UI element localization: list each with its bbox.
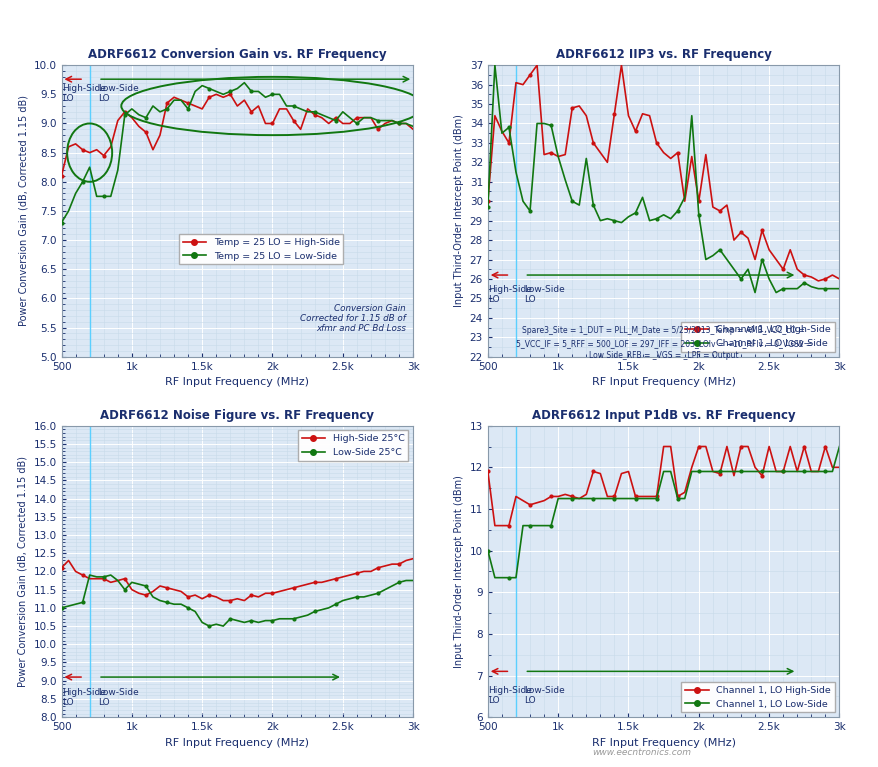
Y-axis label: Input Third-Order Intercept Point (dBm): Input Third-Order Intercept Point (dBm) <box>454 475 464 668</box>
Legend: Channel 1, LO High-Side, Channel 1, LO Low-Side: Channel 1, LO High-Side, Channel 1, LO L… <box>680 321 834 352</box>
Text: Conversion Gain
Corrected for 1.15 dB of
xfmr and PC Bd Loss: Conversion Gain Corrected for 1.15 dB of… <box>300 304 406 334</box>
X-axis label: RF Input Frequency (MHz): RF Input Frequency (MHz) <box>165 377 309 387</box>
Text: High-Side
LO: High-Side LO <box>62 688 106 707</box>
Title: ADRF6612 Conversion Gain vs. RF Frequency: ADRF6612 Conversion Gain vs. RF Frequenc… <box>88 48 386 61</box>
X-axis label: RF Input Frequency (MHz): RF Input Frequency (MHz) <box>591 377 735 387</box>
Y-axis label: Power Conversion Gain (dB, Corrected 1.15 dB): Power Conversion Gain (dB, Corrected 1.1… <box>18 456 28 687</box>
Y-axis label: Input Third-Order Intercept Point (dBm): Input Third-Order Intercept Point (dBm) <box>454 114 464 308</box>
Text: High-Side
LO: High-Side LO <box>62 84 106 104</box>
Y-axis label: Power Conversion Gain (dB, Corrected 1.15 dB): Power Conversion Gain (dB, Corrected 1.1… <box>18 95 28 327</box>
Legend: Channel 1, LO High-Side, Channel 1, LO Low-Side: Channel 1, LO High-Side, Channel 1, LO L… <box>680 682 834 713</box>
Text: Low-Side
LO: Low-Side LO <box>524 285 565 304</box>
Text: Low-Side
LO: Low-Side LO <box>98 84 139 104</box>
Text: High-Side
LO: High-Side LO <box>488 686 532 706</box>
Legend: Temp = 25 LO = High-Side, Temp = 25 LO = Low-Side: Temp = 25 LO = High-Side, Temp = 25 LO =… <box>178 234 343 265</box>
Legend: High-Side 25°C, Low-Side 25°C: High-Side 25°C, Low-Side 25°C <box>298 430 408 461</box>
Text: Spare3_Site = 1_DUT = PLL_M_Date = 5/23/2013_Temp = AMB_VCC_LO =
5_VCC_IF = 5_RF: Spare3_Site = 1_DUT = PLL_M_Date = 5/23/… <box>515 327 811 360</box>
Title: ADRF6612 Input P1dB vs. RF Frequency: ADRF6612 Input P1dB vs. RF Frequency <box>531 409 795 422</box>
Text: High-Side
LO: High-Side LO <box>488 285 532 304</box>
X-axis label: RF Input Frequency (MHz): RF Input Frequency (MHz) <box>165 738 309 748</box>
Title: ADRF6612 IIP3 vs. RF Frequency: ADRF6612 IIP3 vs. RF Frequency <box>555 48 771 61</box>
X-axis label: RF Input Frequency (MHz): RF Input Frequency (MHz) <box>591 738 735 748</box>
Title: ADRF6612 Noise Figure vs. RF Frequency: ADRF6612 Noise Figure vs. RF Frequency <box>100 409 374 422</box>
Text: Low-Side
LO: Low-Side LO <box>98 688 139 707</box>
Text: www.eecntronics.com: www.eecntronics.com <box>592 749 690 758</box>
Text: Low-Side
LO: Low-Side LO <box>524 686 565 706</box>
